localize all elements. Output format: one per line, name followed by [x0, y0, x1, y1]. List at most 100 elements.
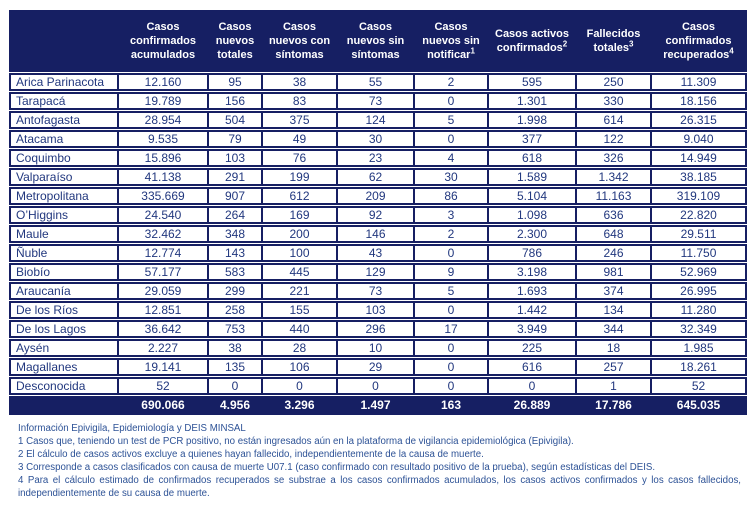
- table-row: Maule 32.462 348 200 146 2 2.300 648 29.…: [9, 225, 747, 243]
- value-cell: 38: [263, 73, 338, 91]
- value-cell: 0: [415, 130, 489, 148]
- value-cell: 49: [263, 130, 338, 148]
- value-cell: 12.851: [119, 301, 209, 319]
- totals-row: 690.066 4.956 3.296 1.497 163 26.889 17.…: [9, 396, 747, 415]
- value-cell: 24.540: [119, 206, 209, 224]
- value-cell: 29.059: [119, 282, 209, 300]
- header-fallecidos-totales: Fallecidos totales3: [577, 10, 652, 72]
- footnote-2: 2 El cálculo de casos activos excluye a …: [18, 449, 484, 460]
- value-cell: 0: [489, 377, 577, 395]
- value-cell: 440: [263, 320, 338, 338]
- value-cell: 11.750: [652, 244, 747, 262]
- value-cell: 3.949: [489, 320, 577, 338]
- value-cell: 2.300: [489, 225, 577, 243]
- region-cell: Antofagasta: [9, 111, 119, 129]
- total-cell: 4.956: [209, 396, 263, 415]
- value-cell: 907: [209, 187, 263, 205]
- value-cell: 92: [338, 206, 415, 224]
- value-cell: 11.280: [652, 301, 747, 319]
- value-cell: 18.156: [652, 92, 747, 110]
- region-cell: Tarapacá: [9, 92, 119, 110]
- covid-regions-table: Casos confirmados acumulados Casos nuevo…: [9, 9, 747, 416]
- value-cell: 250: [577, 73, 652, 91]
- value-cell: 1.442: [489, 301, 577, 319]
- value-cell: 0: [415, 92, 489, 110]
- value-cell: 103: [209, 149, 263, 167]
- value-cell: 258: [209, 301, 263, 319]
- region-cell: Coquimbo: [9, 149, 119, 167]
- region-cell: Maule: [9, 225, 119, 243]
- value-cell: 106: [263, 358, 338, 376]
- value-cell: 2: [415, 73, 489, 91]
- value-cell: 257: [577, 358, 652, 376]
- value-cell: 17: [415, 320, 489, 338]
- table-row: Aysén 2.227 38 28 10 0 225 18 1.985: [9, 339, 747, 357]
- value-cell: 348: [209, 225, 263, 243]
- value-cell: 1.301: [489, 92, 577, 110]
- value-cell: 199: [263, 168, 338, 186]
- value-cell: 12.160: [119, 73, 209, 91]
- value-cell: 786: [489, 244, 577, 262]
- value-cell: 296: [338, 320, 415, 338]
- region-cell: Magallanes: [9, 358, 119, 376]
- value-cell: 3.198: [489, 263, 577, 281]
- header-confirmados-recuperados: Casos confirmados recuperados4: [652, 10, 747, 72]
- value-cell: 73: [338, 92, 415, 110]
- region-cell: Desconocida: [9, 377, 119, 395]
- footnotes: Información Epivigila, Epidemiología y D…: [9, 422, 747, 500]
- value-cell: 583: [209, 263, 263, 281]
- table-row: Biobío 57.177 583 445 129 9 3.198 981 52…: [9, 263, 747, 281]
- value-cell: 28: [263, 339, 338, 357]
- value-cell: 29.511: [652, 225, 747, 243]
- value-cell: 36.642: [119, 320, 209, 338]
- footnote-source: Información Epivigila, Epidemiología y D…: [18, 423, 246, 434]
- value-cell: 2: [415, 225, 489, 243]
- value-cell: 299: [209, 282, 263, 300]
- value-cell: 83: [263, 92, 338, 110]
- value-cell: 326: [577, 149, 652, 167]
- value-cell: 0: [415, 377, 489, 395]
- value-cell: 14.949: [652, 149, 747, 167]
- value-cell: 981: [577, 263, 652, 281]
- value-cell: 614: [577, 111, 652, 129]
- value-cell: 0: [209, 377, 263, 395]
- value-cell: 445: [263, 263, 338, 281]
- value-cell: 103: [338, 301, 415, 319]
- value-cell: 3: [415, 206, 489, 224]
- value-cell: 52: [652, 377, 747, 395]
- header-confirmados-acumulados: Casos confirmados acumulados: [119, 10, 209, 72]
- value-cell: 1.693: [489, 282, 577, 300]
- table-row: Ñuble 12.774 143 100 43 0 786 246 11.750: [9, 244, 747, 262]
- value-cell: 19.141: [119, 358, 209, 376]
- value-cell: 264: [209, 206, 263, 224]
- value-cell: 62: [338, 168, 415, 186]
- value-cell: 9.040: [652, 130, 747, 148]
- value-cell: 32.462: [119, 225, 209, 243]
- value-cell: 5: [415, 111, 489, 129]
- value-cell: 41.138: [119, 168, 209, 186]
- header-activos-confirmados: Casos activos confirmados2: [489, 10, 577, 72]
- value-cell: 648: [577, 225, 652, 243]
- total-cell: 163: [415, 396, 489, 415]
- region-cell: Araucanía: [9, 282, 119, 300]
- region-cell: Biobío: [9, 263, 119, 281]
- value-cell: 38.185: [652, 168, 747, 186]
- table-row: Atacama 9.535 79 49 30 0 377 122 9.040: [9, 130, 747, 148]
- value-cell: 1.985: [652, 339, 747, 357]
- value-cell: 26.315: [652, 111, 747, 129]
- value-cell: 221: [263, 282, 338, 300]
- value-cell: 0: [415, 301, 489, 319]
- header-nuevos-con-sintomas: Casos nuevos con síntomas: [263, 10, 338, 72]
- value-cell: 9: [415, 263, 489, 281]
- value-cell: 291: [209, 168, 263, 186]
- value-cell: 246: [577, 244, 652, 262]
- value-cell: 595: [489, 73, 577, 91]
- value-cell: 29: [338, 358, 415, 376]
- value-cell: 76: [263, 149, 338, 167]
- value-cell: 135: [209, 358, 263, 376]
- value-cell: 1.342: [577, 168, 652, 186]
- value-cell: 1.589: [489, 168, 577, 186]
- footnote-4: 4 Para el cálculo estimado de confirmado…: [18, 475, 741, 499]
- totals-spacer-cell: [9, 396, 119, 415]
- value-cell: 169: [263, 206, 338, 224]
